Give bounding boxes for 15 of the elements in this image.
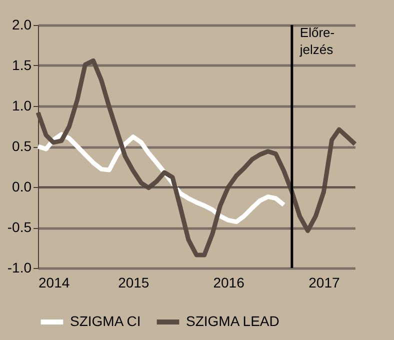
y-tick-label: -1.0 — [7, 260, 32, 276]
y-tick-label: 2.0 — [12, 16, 32, 32]
legend-label: SZIGMA CI — [70, 313, 141, 329]
y-tick-label: -0.5 — [7, 219, 32, 235]
y-tick-label: 1.0 — [12, 98, 32, 114]
x-tick-label: 2017 — [308, 274, 340, 290]
y-tick-label: 0.0 — [12, 178, 32, 194]
ref-line-label: Előre-jelzés — [298, 25, 335, 57]
line-series — [36, 58, 358, 258]
y-tick-label: 1.5 — [12, 57, 32, 73]
x-tick-label: 2016 — [213, 274, 245, 290]
x-tick-label: 2015 — [118, 274, 150, 290]
y-tick-label: 0.5 — [12, 138, 32, 154]
x-tick-label: 2014 — [38, 274, 70, 290]
legend-label: SZIGMA LEAD — [186, 313, 280, 329]
